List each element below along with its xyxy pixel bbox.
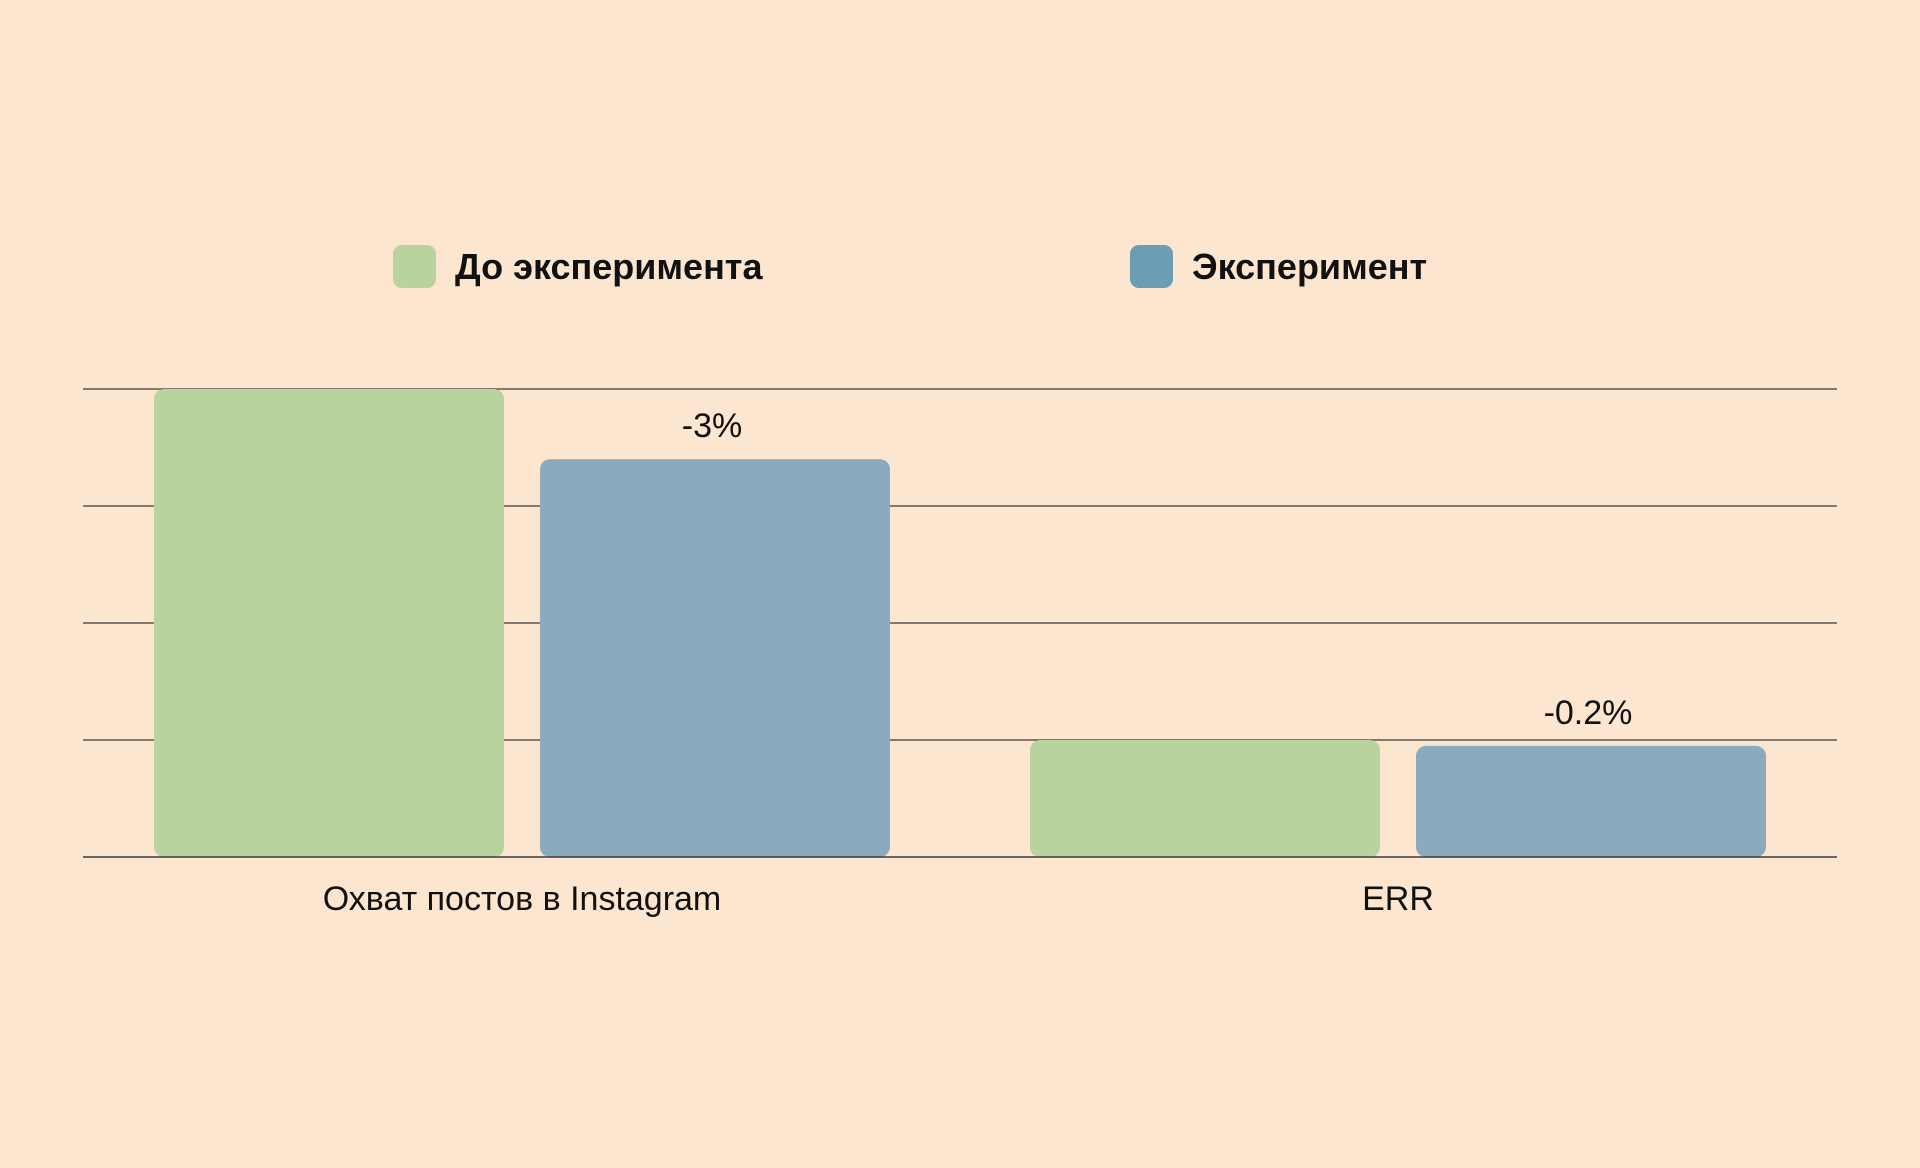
legend-label-before: До эксперимента [455, 245, 763, 287]
legend: До эксперимента Эксперимент [0, 245, 1920, 291]
legend-label-experiment: Эксперимент [1192, 245, 1428, 287]
legend-item-before: До эксперимента [393, 245, 762, 288]
bar [154, 389, 504, 857]
legend-swatch-before [393, 245, 436, 288]
data-label: -3% [682, 407, 742, 445]
bar [540, 459, 890, 857]
category-label: Охват постов в Instagram [323, 880, 722, 918]
bar [1030, 740, 1380, 857]
bar [1416, 745, 1766, 857]
legend-swatch-experiment [1130, 245, 1173, 288]
data-label: -0.2% [1544, 694, 1633, 732]
category-label: ERR [1362, 880, 1434, 918]
legend-item-experiment: Эксперимент [1130, 245, 1427, 288]
